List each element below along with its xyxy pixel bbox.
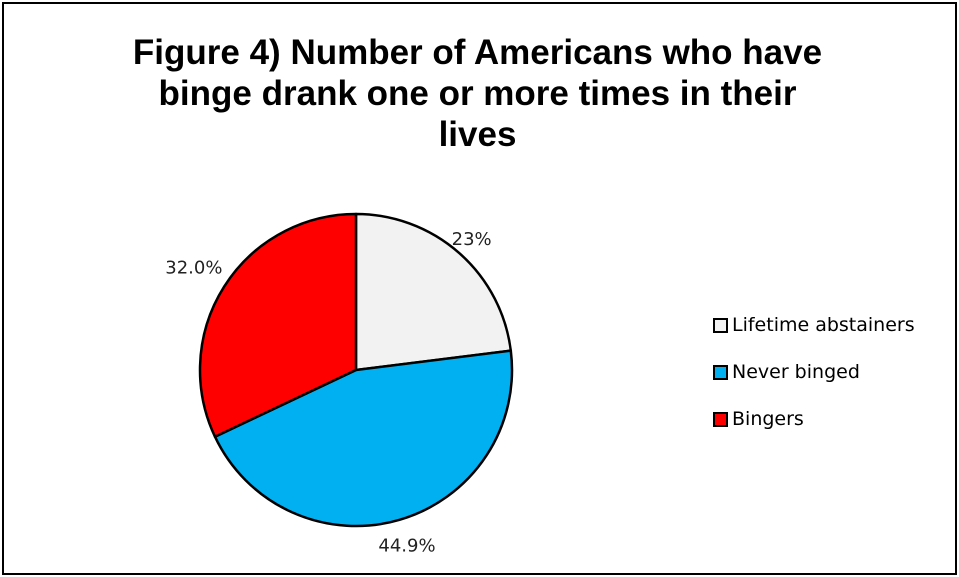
data-label-never-binged: 44.9%: [378, 535, 435, 556]
data-label-lifetime-abstainers: 23%: [452, 229, 492, 250]
data-label-bingers: 32.0%: [165, 257, 222, 278]
legend-swatch-never-binged: [713, 364, 728, 380]
legend-swatch-bingers: [713, 411, 728, 427]
legend-label-lifetime-abstainers: Lifetime abstainers: [732, 314, 915, 336]
pie-slice-bingers: [198, 212, 358, 438]
chart-title-line-1: Figure 4) Number of Americans who have: [132, 33, 823, 72]
legend-item-bingers: Bingers: [713, 404, 915, 434]
legend-item-never-binged: Never binged: [713, 357, 915, 387]
legend-swatch-lifetime-abstainers: [713, 317, 728, 333]
chart-title-line-3: lives: [438, 115, 517, 154]
legend-item-lifetime-abstainers: Lifetime abstainers: [713, 310, 915, 340]
legend: Lifetime abstainers Never binged Bingers: [713, 310, 915, 451]
pie-slice-never-binged: [213, 349, 514, 528]
legend-label-bingers: Bingers: [732, 408, 804, 430]
pie-slice-lifetime-abstainers: [354, 212, 513, 372]
chart-title: Figure 4) Number of Americans who have b…: [0, 32, 955, 155]
chart-title-line-2: binge drank one or more times in their: [158, 74, 797, 113]
legend-label-never-binged: Never binged: [732, 361, 860, 383]
